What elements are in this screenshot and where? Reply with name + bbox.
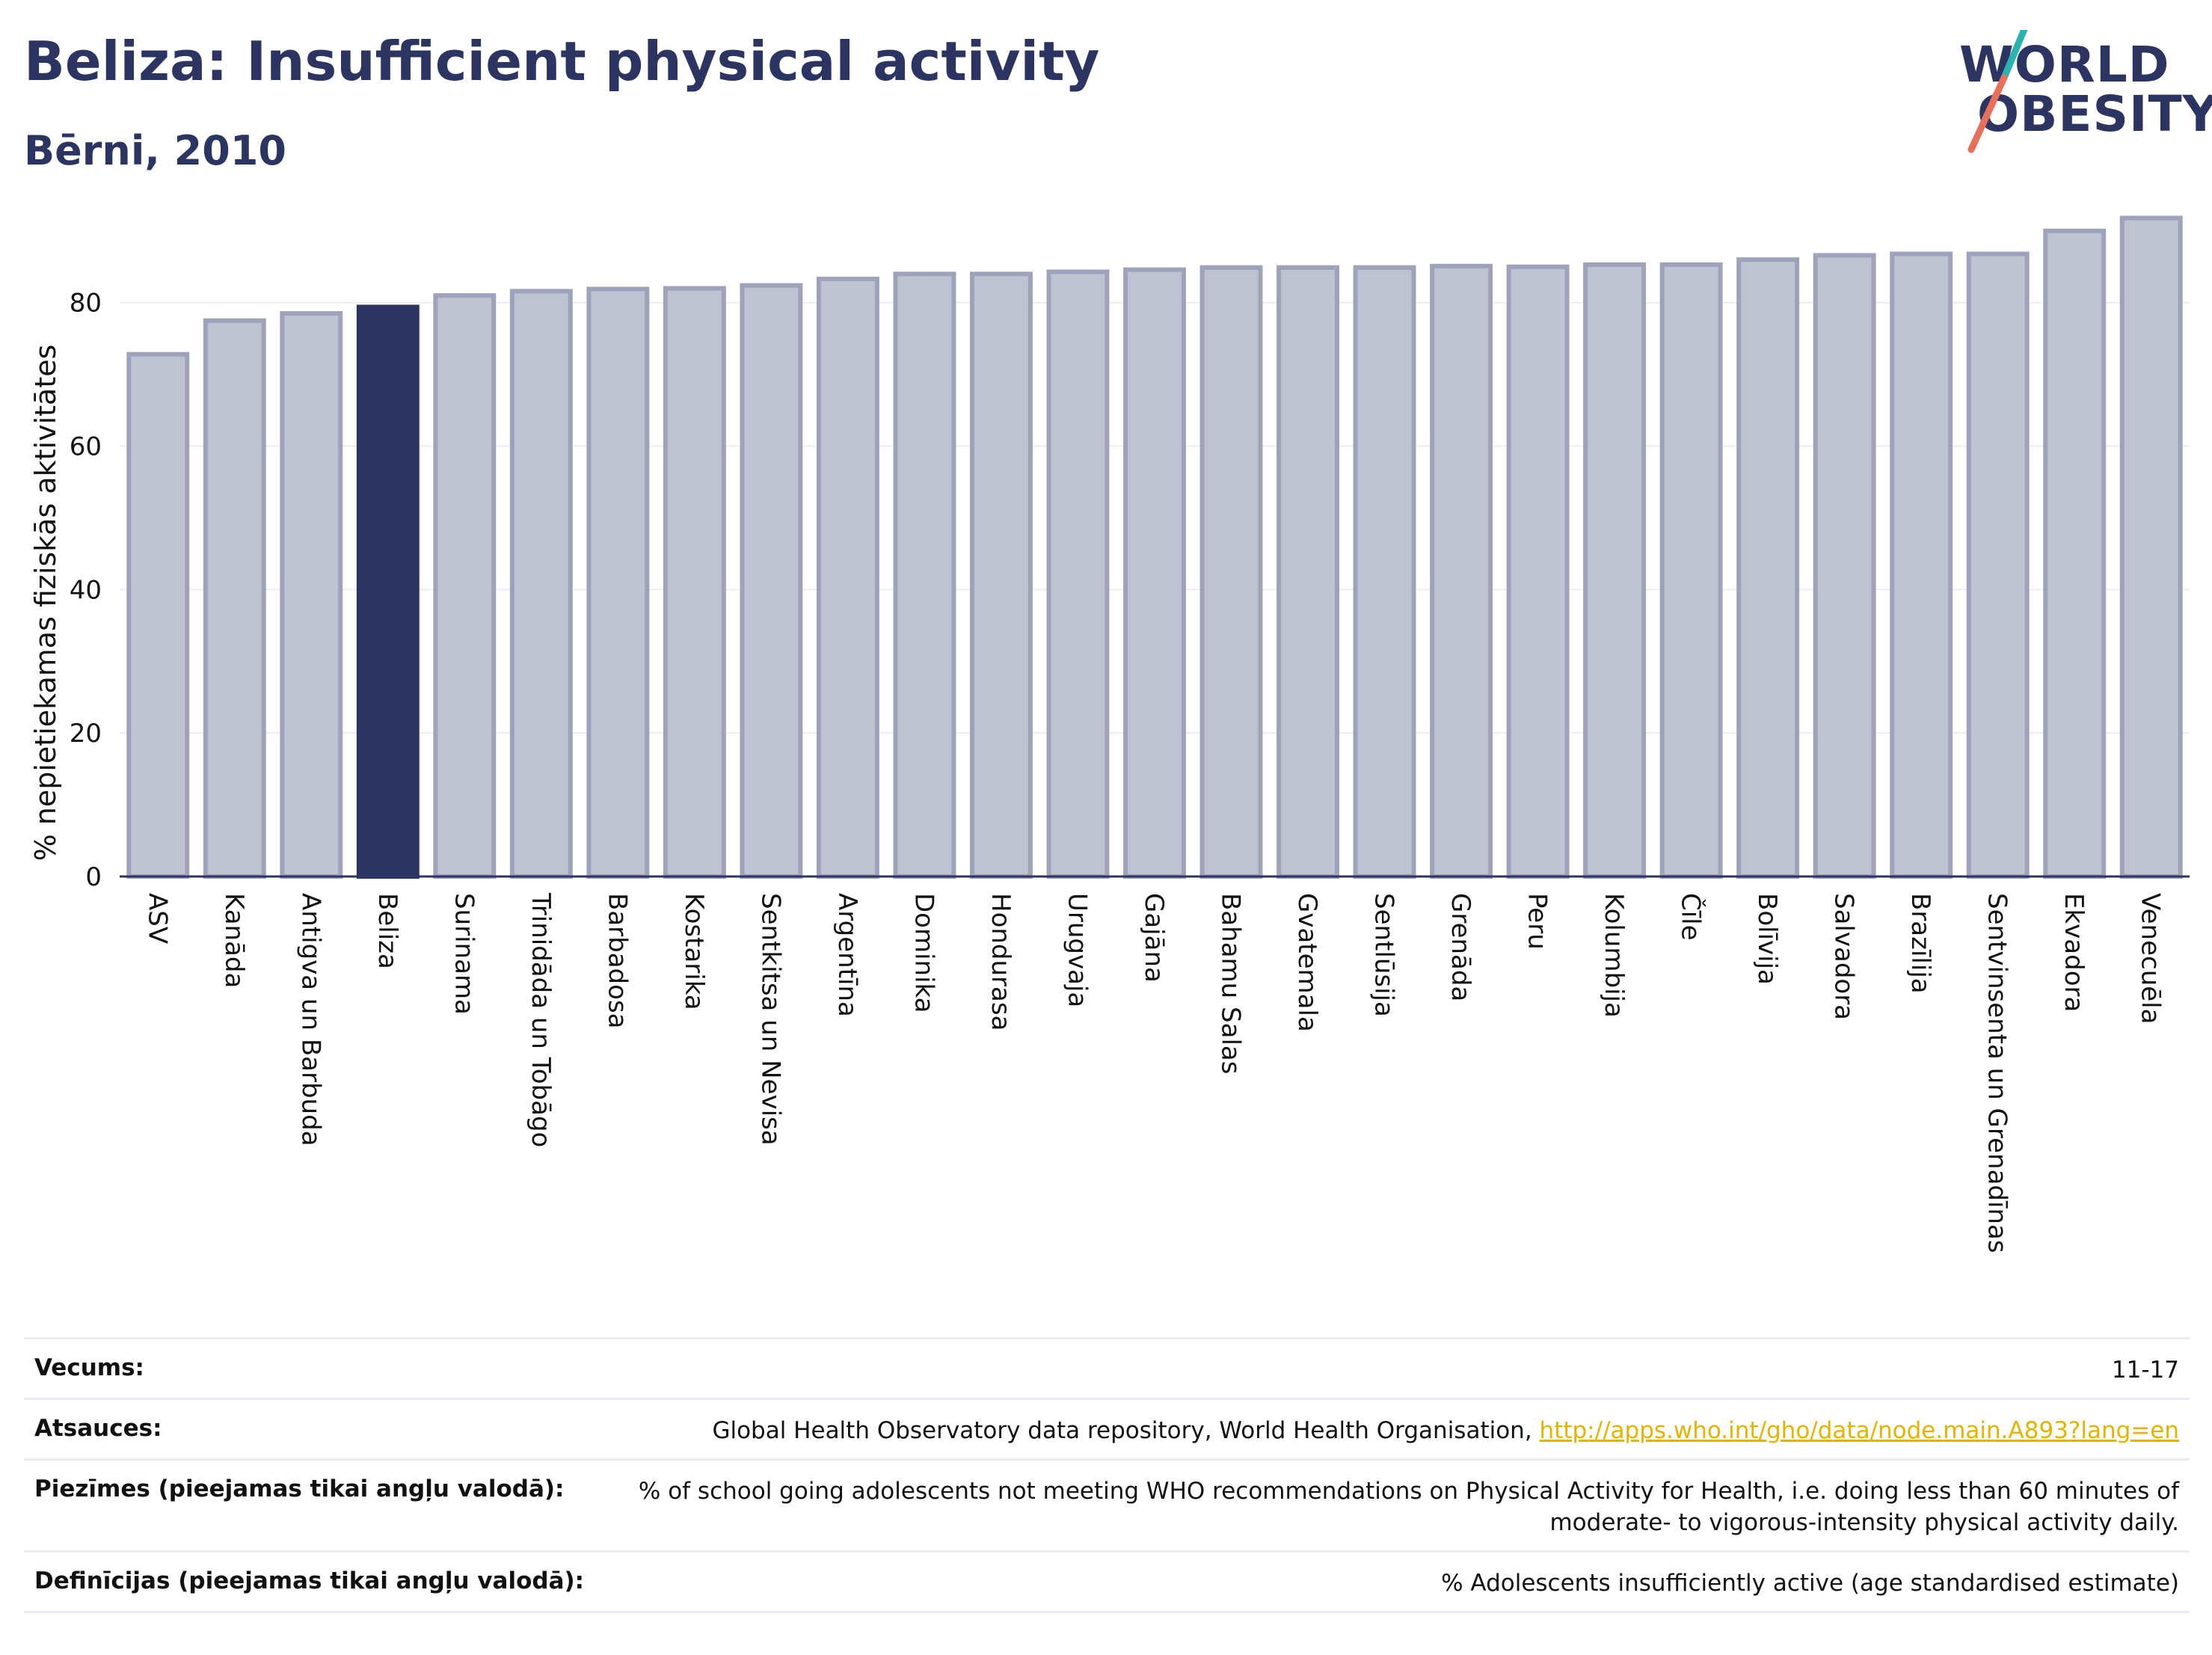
x-tick-label: Beliza — [372, 893, 402, 969]
bar — [2043, 228, 2107, 879]
x-tick-label: Kostarika — [679, 893, 709, 1010]
bar — [1659, 262, 1723, 879]
bar-chart: 0 20 40 60 80 ASV Kanāda Antigva un Barbuda Beli… — [29, 215, 2190, 1253]
world-obesity-logo: WORLD OBESITY — [1944, 30, 2212, 165]
source-text: Global Health Observatory data repositor… — [712, 1417, 1540, 1444]
x-tick-label: Urugvaja — [1062, 893, 1092, 1007]
x-tick-label: Sentkitsa un Nevisa — [755, 893, 785, 1146]
x-tick-label: Ekvadora — [2059, 893, 2089, 1012]
footer-value: Global Health Observatory data repositor… — [712, 1415, 2179, 1446]
footer-row-sources: Atsauces: Global Health Observatory data… — [24, 1398, 2190, 1458]
logo-text-line1: WORLD — [1959, 36, 2170, 93]
x-tick-label: Barbadosa — [602, 893, 632, 1029]
x-tick-label: Gvatemala — [1292, 893, 1322, 1032]
x-tick-label: Gajāna — [1139, 893, 1169, 983]
bar — [663, 286, 726, 879]
chart-subtitle: Bērni, 2010 — [24, 127, 286, 174]
footer-value: 11-17 — [2111, 1357, 2179, 1384]
bar — [740, 283, 803, 879]
bar — [203, 318, 266, 879]
x-tick-label: Antigva un Barbuda — [295, 893, 325, 1146]
x-tick-label: Bahamu Salas — [1216, 893, 1246, 1074]
x-tick-label: Peru — [1523, 893, 1552, 950]
x-tick-label: Kolumbija — [1599, 893, 1629, 1018]
x-tick-label: Sentvinsenta un Grenadīnas — [1982, 893, 2012, 1253]
footer-row-age: Vecums: 11-17 — [24, 1337, 2190, 1398]
logo-slash-icon — [1967, 30, 2028, 153]
bar — [1813, 253, 1876, 879]
bar — [280, 311, 343, 879]
bar — [893, 271, 956, 879]
x-tick-label: Kanāda — [219, 893, 249, 988]
bar — [970, 271, 1033, 879]
bar — [816, 277, 879, 879]
y-tick-label: 0 — [85, 862, 102, 892]
chart-footer: Vecums: 11-17 Atsauces: Global Health Ob… — [24, 1337, 2190, 1613]
y-tick-label: 20 — [70, 719, 102, 749]
bar — [1890, 251, 1953, 879]
bar — [1276, 265, 1339, 879]
chart-title: Beliza: Insufficient physical activity — [24, 30, 1100, 93]
x-tick-label: Sentlūsija — [1369, 893, 1399, 1017]
bar — [1353, 265, 1416, 879]
footer-row-notes: Piezīmes (pieejamas tikai angļu valodā):… — [24, 1458, 2190, 1550]
x-tick-label: Bolīvija — [1752, 893, 1782, 985]
x-tick-label: Hondurasa — [986, 893, 1016, 1031]
x-tick-label: Argentīna — [832, 893, 862, 1017]
bar — [433, 293, 497, 879]
bar — [1430, 263, 1493, 879]
x-tick-label: Brazīlija — [1905, 893, 1935, 994]
x-tick-label: Surinama — [449, 893, 479, 1015]
bar — [1583, 262, 1647, 879]
x-tick-label: Grenāda — [1446, 893, 1475, 1001]
x-tick-label: Venecuēla — [2136, 893, 2166, 1024]
footer-row-definitions: Definīcijas (pieejamas tikai angļu valod… — [24, 1550, 2190, 1613]
x-tick-label: Dominika — [909, 893, 938, 1013]
footer-value: % Adolescents insufficiently active (age… — [1441, 1570, 2179, 1597]
y-tick-label: 40 — [70, 575, 102, 605]
y-tick-label: 80 — [70, 289, 102, 319]
bar — [1736, 257, 1800, 879]
footer-label: Piezīmes (pieejamas tikai angļu valodā): — [34, 1476, 565, 1502]
y-axis-label: % nepietiekamas fiziskās aktivitātes — [29, 345, 62, 862]
bar — [509, 289, 573, 879]
bar — [1046, 269, 1110, 879]
y-tick-label: 60 — [70, 432, 102, 462]
bar — [586, 286, 650, 879]
bar — [1506, 264, 1570, 879]
bar — [2119, 215, 2183, 879]
source-link[interactable]: http://apps.who.int/gho/data/node.main.A… — [1539, 1417, 2179, 1444]
footer-label: Atsauces: — [34, 1415, 162, 1442]
x-tick-label: Salvadora — [1829, 893, 1859, 1020]
bar — [356, 304, 420, 879]
x-tick-label: Čīle — [1676, 893, 1706, 941]
bar — [1966, 251, 2030, 879]
footer-label: Definīcijas (pieejamas tikai angļu valod… — [34, 1568, 585, 1594]
x-tick-label: Trinidāda un Tobāgo — [526, 892, 556, 1147]
footer-value: % of school going adolescents not meetin… — [638, 1478, 2179, 1536]
bar — [1199, 265, 1263, 879]
logo-text-line2: OBESITY — [1977, 85, 2212, 143]
footer-label: Vecums: — [34, 1354, 144, 1381]
x-tick-label: ASV — [142, 893, 172, 944]
bar — [1123, 267, 1186, 879]
bar — [126, 351, 190, 879]
